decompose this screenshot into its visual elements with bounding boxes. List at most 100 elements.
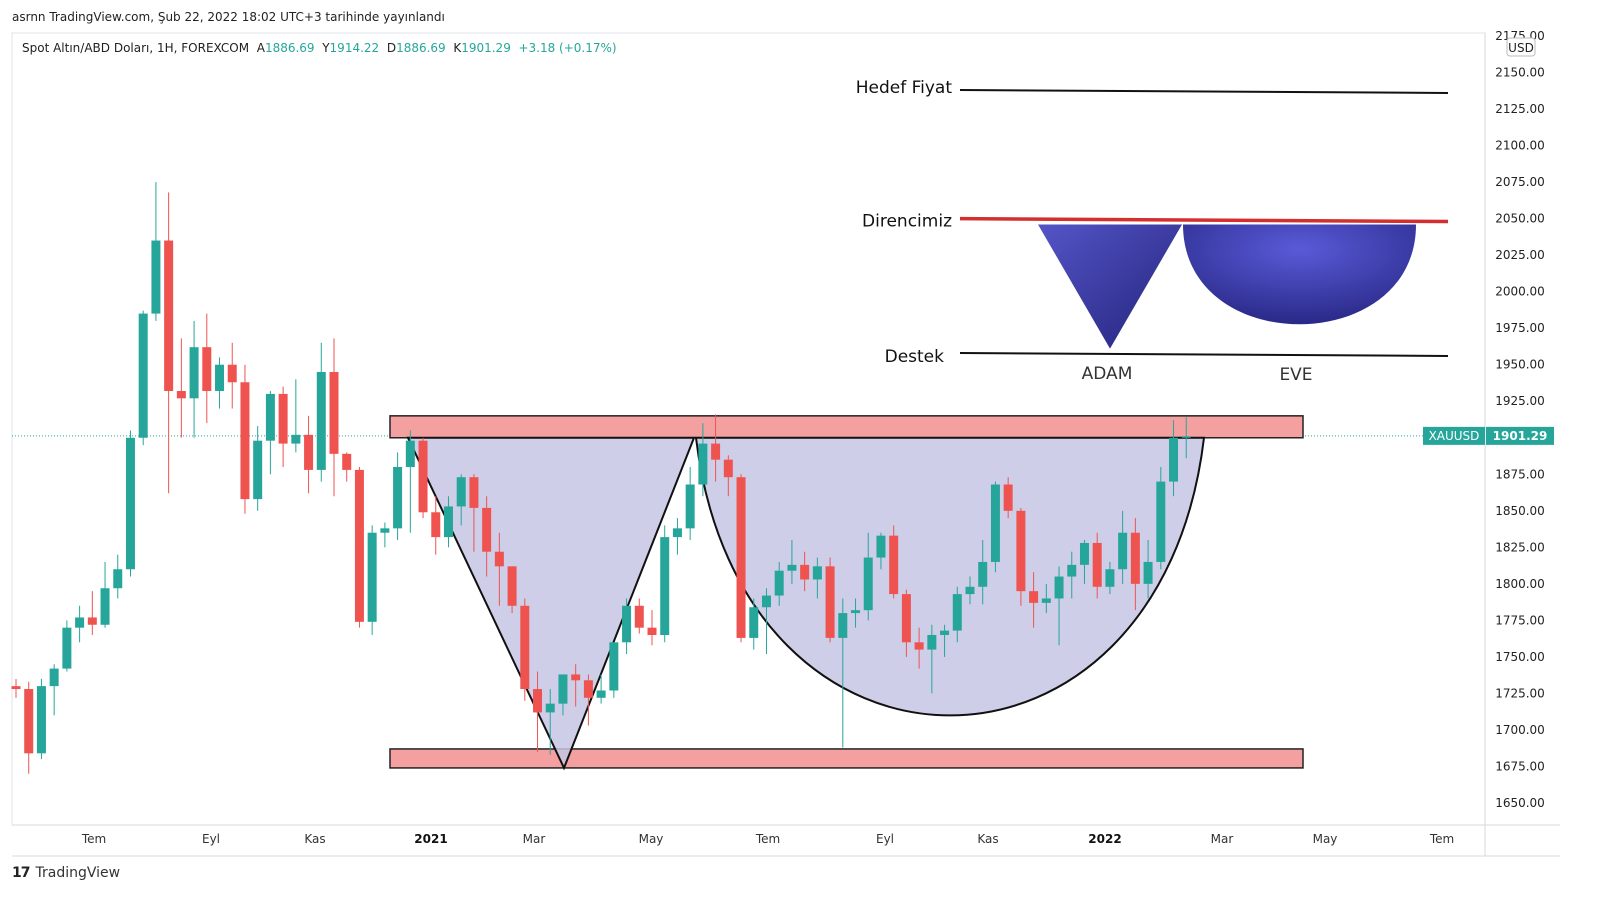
candle-body bbox=[1169, 437, 1179, 482]
symbol-tag-label: XAUUSD bbox=[1429, 429, 1480, 443]
candle-body bbox=[1054, 576, 1064, 599]
publish-info: asrnn TradingView.com, Şub 22, 2022 18:0… bbox=[12, 10, 445, 24]
brand-name: TradingView bbox=[35, 865, 121, 881]
y-tick-label: 1825.00 bbox=[1495, 540, 1545, 554]
y-tick-label: 2075.00 bbox=[1495, 175, 1545, 189]
y-tick-label: 2150.00 bbox=[1495, 66, 1545, 80]
y-tick-label: 1875.00 bbox=[1495, 467, 1545, 481]
resistance-line[interactable] bbox=[959, 216, 1449, 224]
candle-body bbox=[291, 434, 301, 444]
candle-body bbox=[62, 627, 72, 669]
candle-body bbox=[978, 561, 988, 587]
candle-body bbox=[698, 443, 708, 485]
candle-body bbox=[685, 484, 695, 529]
candle-body bbox=[952, 594, 962, 631]
candle-body bbox=[494, 551, 504, 567]
candle-body bbox=[151, 240, 161, 314]
candle-body bbox=[609, 642, 619, 691]
candle-body bbox=[672, 528, 682, 538]
candle-body bbox=[660, 537, 670, 635]
label-eve: EVE bbox=[1279, 365, 1312, 385]
eve-u-pattern[interactable] bbox=[694, 436, 1206, 717]
support-line[interactable] bbox=[959, 352, 1449, 357]
candle-body bbox=[583, 680, 593, 698]
candle-body bbox=[164, 240, 174, 392]
y-tick-label: 1725.00 bbox=[1495, 686, 1545, 700]
x-tick-label: Tem bbox=[1429, 832, 1454, 846]
candle-body bbox=[138, 313, 148, 438]
candle-body bbox=[520, 605, 530, 690]
target-price-line[interactable] bbox=[959, 89, 1449, 94]
candle-body bbox=[482, 507, 492, 552]
candle-body bbox=[227, 364, 237, 383]
y-tick-label: 1650.00 bbox=[1495, 796, 1545, 810]
candle-body bbox=[24, 689, 34, 754]
candle-body bbox=[1105, 569, 1115, 587]
candle-body bbox=[1029, 591, 1039, 603]
x-tick-label: Tem bbox=[81, 832, 106, 846]
candle-body bbox=[36, 686, 46, 754]
candle-body bbox=[723, 459, 733, 478]
candle-body bbox=[215, 364, 225, 392]
candle-body bbox=[75, 617, 85, 628]
candle-body bbox=[571, 674, 581, 681]
tv-logo-icon: 17 bbox=[12, 865, 31, 881]
candle-body bbox=[558, 674, 568, 704]
x-tick-label: 2022 bbox=[1088, 832, 1121, 846]
low-value: 1886.69 bbox=[396, 41, 446, 55]
x-tick-label: Mar bbox=[1211, 832, 1234, 846]
y-tick-label: 1800.00 bbox=[1495, 577, 1545, 591]
candle-body bbox=[647, 627, 657, 635]
symbol-legend: Spot Altın/ABD Doları, 1H, FOREXCOM A188… bbox=[22, 41, 617, 55]
x-tick-label: Tem bbox=[755, 832, 780, 846]
candle-body bbox=[405, 440, 415, 467]
candle-body bbox=[202, 347, 212, 392]
candle-body bbox=[329, 372, 339, 454]
currency-box bbox=[1506, 37, 1536, 57]
candle-body bbox=[838, 613, 848, 638]
candle-body bbox=[11, 686, 21, 690]
candle-body bbox=[189, 347, 199, 399]
candle-body bbox=[634, 605, 644, 628]
x-tick-label: May bbox=[639, 832, 664, 846]
label-adam: ADAM bbox=[1082, 364, 1133, 384]
candle-body bbox=[87, 617, 97, 625]
candle-body bbox=[380, 528, 390, 533]
y-tick-label: 1775.00 bbox=[1495, 613, 1545, 627]
lower-support-zone[interactable] bbox=[389, 748, 1304, 769]
last-price-label: 1901.29 bbox=[1493, 429, 1548, 443]
candle-body bbox=[927, 634, 937, 650]
y-tick-label: 2050.00 bbox=[1495, 212, 1545, 226]
candle-body bbox=[443, 506, 453, 538]
currency-label: USD bbox=[1508, 41, 1534, 55]
y-tick-label: 2100.00 bbox=[1495, 139, 1545, 153]
candle-body bbox=[253, 440, 263, 500]
candle-body bbox=[113, 569, 123, 589]
candle-body bbox=[1003, 484, 1013, 511]
y-tick-label: 1675.00 bbox=[1495, 759, 1545, 773]
last-price-tag bbox=[1486, 426, 1554, 445]
candle-body bbox=[278, 393, 288, 444]
change-value: +3.18 (+0.17%) bbox=[518, 41, 617, 55]
y-tick-label: 1925.00 bbox=[1495, 394, 1545, 408]
candle-body bbox=[863, 557, 873, 611]
candle-body bbox=[787, 564, 797, 571]
y-tick-label: 2025.00 bbox=[1495, 248, 1545, 262]
candle-body bbox=[265, 393, 275, 441]
label-destek: Destek bbox=[885, 347, 945, 367]
candle-body bbox=[1130, 532, 1140, 584]
candle-body bbox=[1067, 564, 1077, 577]
tradingview-logo[interactable]: 17 TradingView bbox=[12, 865, 120, 881]
upper-resistance-zone[interactable] bbox=[389, 415, 1304, 439]
y-tick-label: 1850.00 bbox=[1495, 504, 1545, 518]
candle-body bbox=[240, 382, 250, 500]
adam-v-pattern[interactable] bbox=[406, 436, 696, 771]
high-label: Y bbox=[322, 41, 330, 55]
candle-body bbox=[901, 594, 911, 643]
candle-body bbox=[851, 610, 861, 614]
x-tick-label: Eyl bbox=[202, 832, 220, 846]
candle-body bbox=[825, 566, 835, 638]
x-tick-label: 2021 bbox=[414, 832, 447, 846]
candle-body bbox=[100, 588, 110, 625]
